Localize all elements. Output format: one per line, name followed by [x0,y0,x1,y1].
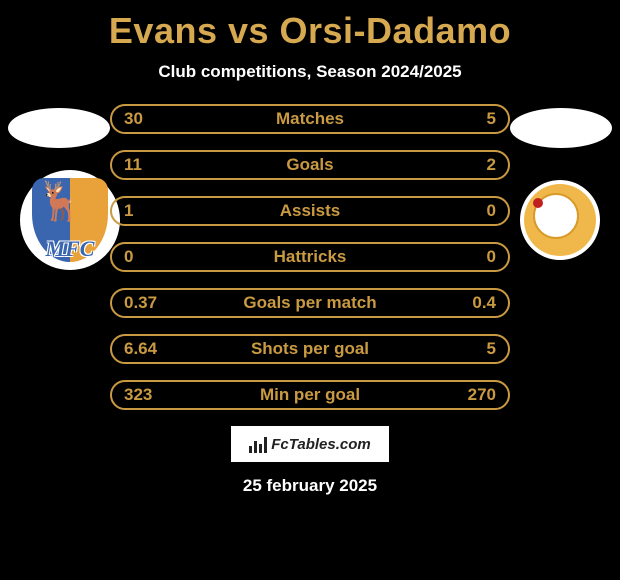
stat-value-right: 5 [487,109,496,129]
stat-label: Matches [276,109,344,129]
stat-value-left: 11 [124,155,142,175]
comparison-title: Evans vs Orsi-Dadamo [0,0,620,52]
stat-value-right: 5 [487,339,496,359]
stat-value-right: 2 [487,155,496,175]
comparison-subtitle: Club competitions, Season 2024/2025 [0,62,620,82]
content-area: 🦌 MFC 30 Matches 5 11 Goals 2 1 Assists 0 0 Hattri… [0,104,620,410]
stat-label: Goals [286,155,333,175]
stat-value-left: 6.64 [124,339,157,359]
stat-value-left: 30 [124,109,143,129]
chart-icon [249,435,267,453]
stat-row: 0 Hattricks 0 [110,242,510,272]
club-badge-left: 🦌 MFC [20,170,120,270]
comparison-date: 25 february 2025 [0,476,620,496]
source-brand: FcTables.com [271,436,370,453]
stat-value-right: 0 [487,201,496,221]
player-photo-left [8,108,110,148]
stat-value-left: 0.37 [124,293,157,313]
badge-letters: MFC [46,236,95,262]
stat-value-right: 0 [487,247,496,267]
stat-row: 6.64 Shots per goal 5 [110,334,510,364]
stat-row: 323 Min per goal 270 [110,380,510,410]
stat-row: 1 Assists 0 [110,196,510,226]
stat-value-right: 270 [468,385,496,405]
stat-label: Hattricks [274,247,347,267]
stats-table: 30 Matches 5 11 Goals 2 1 Assists 0 0 Hattricks 0 0.… [110,104,510,410]
player-photo-right [510,108,612,148]
stat-value-right: 0.4 [472,293,496,313]
stat-label: Assists [280,201,340,221]
stat-value-left: 0 [124,247,133,267]
stag-icon: 🦌 [36,180,83,224]
stat-row: 11 Goals 2 [110,150,510,180]
badge-dot [533,198,543,208]
stat-value-left: 323 [124,385,152,405]
club-badge-right [520,180,600,260]
stat-row: 0.37 Goals per match 0.4 [110,288,510,318]
stat-value-left: 1 [124,201,133,221]
stat-row: 30 Matches 5 [110,104,510,134]
stat-label: Goals per match [243,293,376,313]
stat-label: Shots per goal [251,339,369,359]
stat-label: Min per goal [260,385,360,405]
source-logo: FcTables.com [231,426,389,462]
